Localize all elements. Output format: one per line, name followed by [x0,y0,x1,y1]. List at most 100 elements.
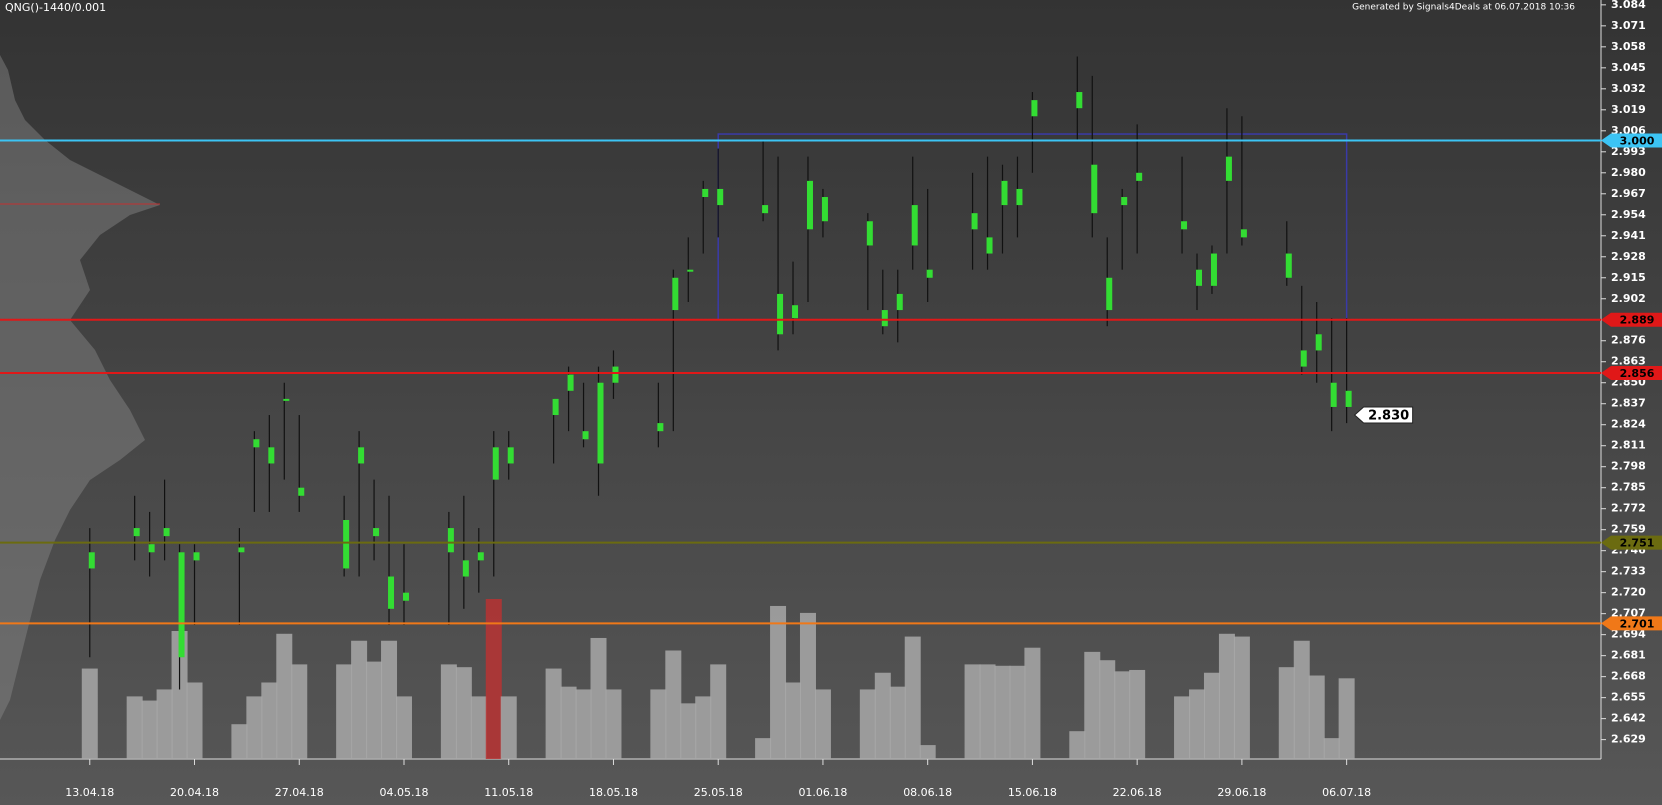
candle-body [1225,156,1232,181]
y-tick-label: 2.993 [1611,145,1646,158]
candle-body [477,552,484,561]
volume-bar [1233,636,1250,759]
candle-body [582,431,589,440]
candle-body [866,221,873,246]
y-tick-label: 2.811 [1611,439,1646,452]
candle-body [702,188,709,198]
candle-body [1345,390,1352,407]
candle-body [163,528,170,537]
candle-body [462,560,469,577]
candle-body [777,293,784,335]
y-tick-label: 2.967 [1611,187,1646,200]
level-tag [1601,133,1662,148]
x-tick-label: 27.04.18 [275,786,324,799]
candle-body [283,398,290,401]
x-tick-label: 08.06.18 [903,786,952,799]
y-tick-label: 2.694 [1611,628,1646,641]
candle-body [1001,180,1008,206]
candle-body [1285,253,1292,278]
candle-body [986,237,993,254]
candle-body [373,528,380,537]
volume-bar [994,665,1011,759]
y-tick-label: 2.681 [1611,649,1646,662]
x-tick-label: 15.06.18 [1008,786,1057,799]
volume-bar [1084,651,1101,759]
y-tick-label: 2.759 [1611,523,1646,536]
candle-body [388,576,395,609]
candle-body [1031,100,1038,117]
volume-bar [859,689,876,759]
candle-body [597,382,604,464]
volume-bar [1009,665,1026,759]
volume-bar [680,703,697,759]
volume-bar [1099,660,1116,759]
x-tick-label: 01.06.18 [798,786,847,799]
volume-bar [291,664,308,759]
volume-bar [814,689,831,759]
level-tag [1601,535,1662,550]
candle-body [1181,221,1188,230]
volume-bar [1323,738,1340,759]
volume-bar [770,605,787,759]
candle-body [298,487,305,496]
volume-bar [1308,675,1325,759]
candle-body [1076,92,1083,109]
volume-bar [470,696,487,759]
y-tick-label: 3.045 [1611,61,1646,74]
volume-bar [141,700,158,759]
candle-body [657,423,664,432]
y-tick-label: 2.824 [1611,418,1646,431]
volume-bar [904,636,921,759]
volume-bar [1174,696,1191,759]
volume-bar [605,689,622,759]
candle-body [971,213,978,230]
volume-bar [545,668,562,759]
y-tick-label: 3.019 [1611,103,1646,116]
candle-body [1091,164,1098,214]
volume-bar [874,672,891,759]
x-tick-label: 13.04.18 [65,786,114,799]
candle-body [268,447,275,464]
candle-body [178,552,185,658]
candle-body [88,552,95,569]
candle-body [1106,277,1113,311]
candle-body [193,552,200,561]
volume-bar [1189,689,1206,759]
volume-bar [366,661,383,759]
level-label: 2.889 [1620,314,1655,327]
volume-bar [979,664,996,759]
volume-bar [485,599,502,759]
chart-subtitle: Generated by Signals4Deals at 06.07.2018… [1352,3,1575,13]
candle-body [926,269,933,278]
x-tick-label: 06.07.18 [1322,786,1371,799]
candle-body [1240,229,1247,238]
volume-bar [1114,671,1131,759]
level-label: 2.751 [1620,537,1655,550]
volume-bar [1024,647,1041,759]
y-tick-label: 2.915 [1611,271,1646,284]
y-tick-label: 2.863 [1611,355,1646,368]
level-tag [1601,616,1662,631]
volume-bar [156,689,173,759]
y-tick-label: 2.733 [1611,565,1646,578]
candle-body [1330,382,1337,407]
chart-title: QNG()-1440/0.001 [5,1,106,14]
volume-bar [126,696,143,759]
volume-bar [231,724,248,759]
volume-bar [1069,731,1086,759]
y-tick-label: 2.642 [1611,712,1646,725]
volume-bar [919,745,936,759]
candle-body [672,277,679,311]
candle-body [1121,197,1128,206]
volume-bar [395,696,412,759]
y-tick-label: 2.980 [1611,166,1646,179]
volume-bar [710,664,727,759]
y-tick-label: 2.668 [1611,670,1646,683]
volume-bar [81,668,98,759]
volume-bar [1218,633,1235,759]
candle-body [762,205,769,214]
candle-body [687,269,694,272]
volume-profile [0,55,160,720]
y-tick-label: 3.071 [1611,19,1646,32]
